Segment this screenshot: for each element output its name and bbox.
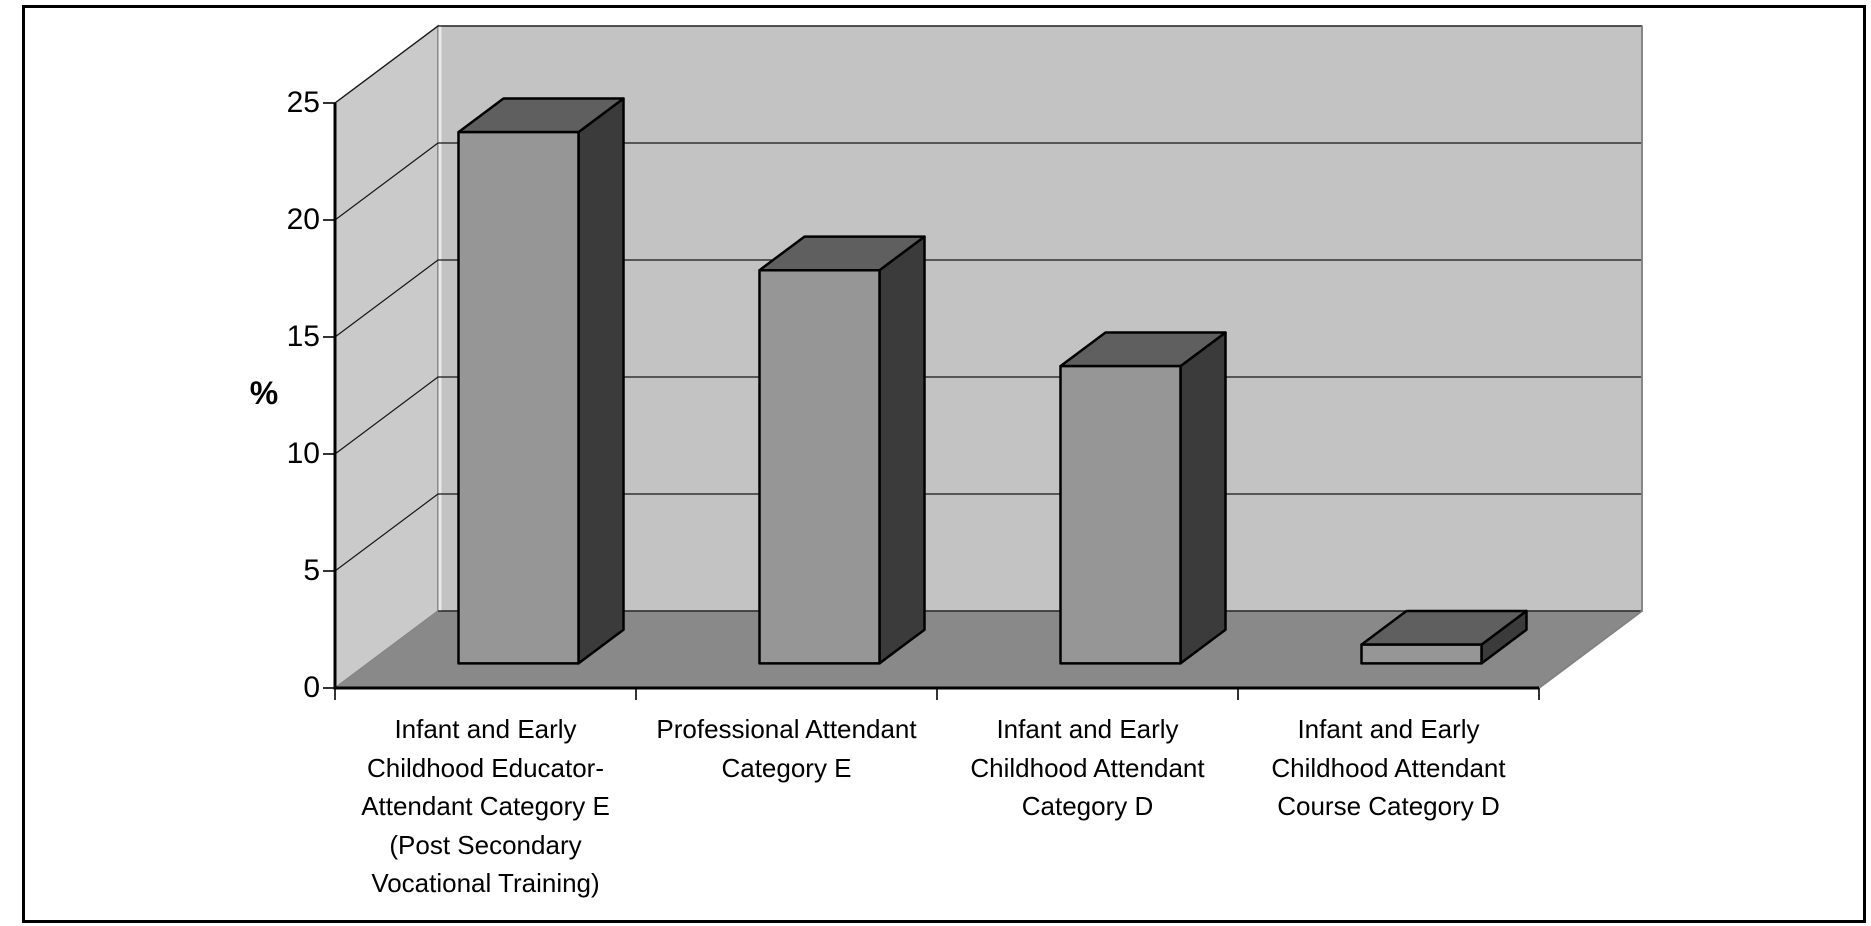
bar-4: [1360, 609, 1528, 665]
bar-3: [1059, 331, 1227, 665]
bar-side-face: [1179, 331, 1227, 665]
category-label-2: Professional Attendant Category E: [656, 714, 917, 783]
plot-right-edge: [1538, 26, 1643, 689]
bar-front-face: [457, 130, 580, 665]
bar-1: [457, 97, 625, 665]
gridline-10: [334, 376, 1642, 455]
bar-side-face: [577, 97, 625, 665]
bar-front-face: [1059, 364, 1182, 665]
category-label-1: Infant and Early Childhood Educator- Att…: [361, 714, 610, 898]
y-tick-label-25: 25: [286, 86, 320, 119]
gridline-15: [334, 259, 1642, 338]
gridline-25: [334, 25, 1642, 104]
category-label-3: Infant and Early Childhood Attendant Cat…: [970, 714, 1205, 821]
bar-side-face: [878, 235, 926, 665]
gridline-20: [334, 142, 1642, 221]
left-wall: [334, 24, 439, 690]
bar-2: [758, 235, 926, 665]
y-tick-label-20: 20: [286, 203, 320, 236]
bar-front-face: [758, 268, 881, 665]
y-tick-label-5: 5: [303, 554, 320, 587]
bar-front-face: [1360, 643, 1483, 665]
y-tick-label-0: 0: [303, 671, 320, 704]
gridline-5: [334, 493, 1642, 572]
floor: [335, 611, 1642, 688]
y-axis-title: %: [249, 375, 279, 411]
y-tick-label-10: 10: [286, 437, 320, 470]
category-label-4: Infant and Early Childhood Attendant Cou…: [1271, 714, 1506, 821]
y-tick-label-15: 15: [286, 320, 320, 353]
